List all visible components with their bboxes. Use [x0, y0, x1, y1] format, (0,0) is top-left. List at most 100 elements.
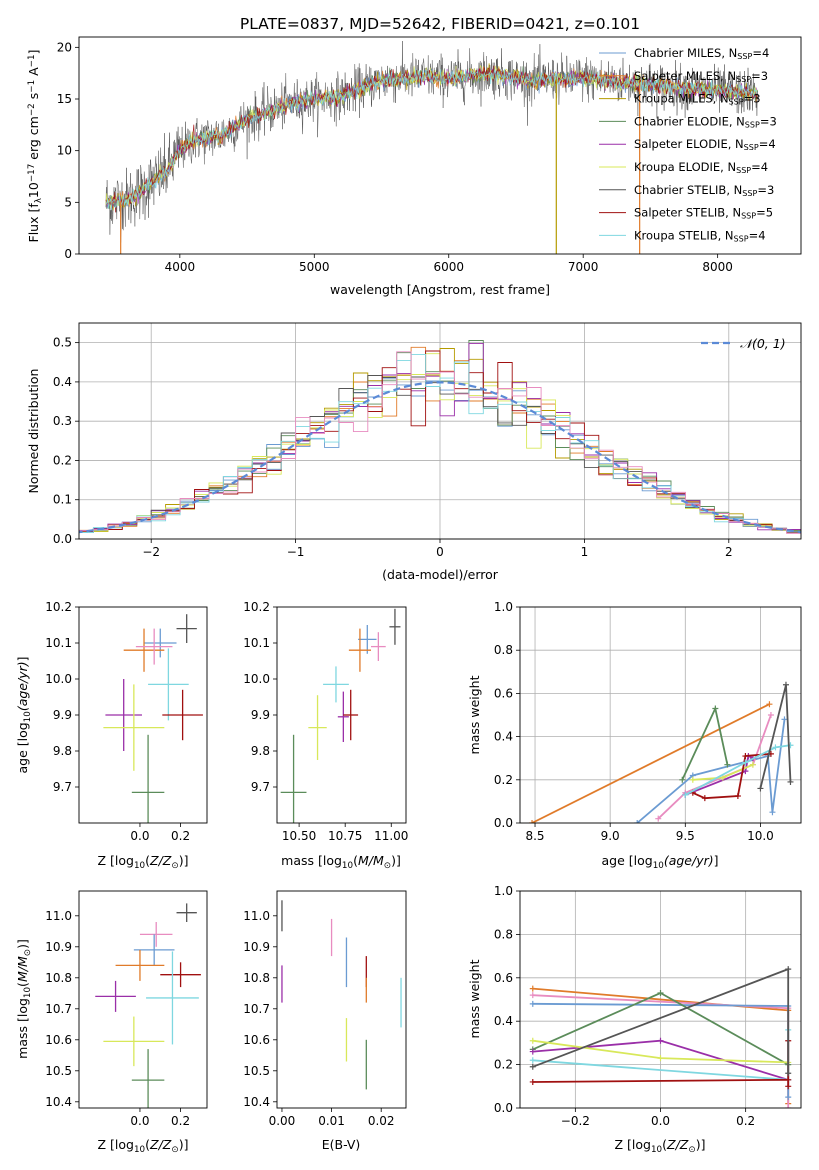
y-tick-label: 10.1: [45, 636, 72, 650]
x-tick-label: 10.75: [328, 829, 362, 843]
y-tick-label: 10.7: [243, 1002, 270, 1016]
x-tick-label: 8000: [702, 260, 733, 274]
weight_vs_Z-frame: [519, 890, 802, 1109]
age_vs_mass-axes: 10.50 10.75 11.00 9.7 9.8 9.9 10.0 10.1 10.2: [243, 600, 408, 843]
weight-series-2: [657, 714, 772, 820]
weight-marker: [782, 681, 789, 688]
weight-marker: [749, 761, 756, 768]
y-tick-label: 10.8: [45, 971, 72, 985]
y-axis-label: mass weight: [467, 959, 482, 1038]
error-point-1: [139, 922, 173, 947]
age_vs_Z-plot: [103, 614, 203, 823]
x-tick-label: 0.01: [318, 1114, 345, 1128]
y-tick-label: 0.3: [53, 414, 72, 428]
x-tick-label: 8.5: [525, 829, 544, 843]
y-tick-label: 0.1: [53, 493, 72, 507]
weight-marker: [529, 1000, 536, 1007]
x-tick-label: −2: [142, 545, 160, 559]
weight-marker: [529, 820, 536, 823]
error-point-8: [280, 734, 307, 823]
weight-series-4: [684, 754, 754, 796]
error-point-1: [123, 628, 165, 672]
x-tick-label: 5000: [299, 260, 330, 274]
x-tick-label: 7000: [568, 260, 599, 274]
y-tick-label: 0.0: [494, 816, 513, 830]
mass_vs_ebv-plot: [281, 900, 402, 1090]
age_vs_mass-frame: [276, 606, 407, 824]
error-point-2: [135, 628, 173, 665]
y-tick-label: 10.4: [45, 1095, 72, 1109]
y-tick-label: 10: [57, 144, 72, 158]
x-tick-label: 0.00: [269, 1114, 296, 1128]
weight-marker: [742, 759, 749, 766]
weight-marker: [682, 791, 689, 798]
error-point-4: [148, 648, 189, 721]
weight-marker: [634, 820, 641, 823]
weight-series-0: [531, 703, 770, 823]
age_vs_Z-axes: 0.0 0.2 9.7 9.8 9.9 10.0 10.1 10.2: [45, 600, 190, 843]
y-axis-label: mass [log10(M/M⊙)]: [15, 939, 33, 1059]
legend-entry: Chabrier MILES, NSSP=4: [634, 46, 769, 61]
weight-marker: [785, 1094, 792, 1101]
x-axis-label: E(B-V): [322, 1137, 361, 1152]
y-tick-label: 10.6: [243, 1033, 270, 1047]
error-point-6: [162, 689, 203, 741]
error-point-0: [144, 628, 177, 658]
weight-marker: [529, 985, 536, 992]
x-tick-label: 9.0: [601, 829, 620, 843]
legend-entry: Salpeter ELODIE, NSSP=4: [634, 137, 776, 152]
error-point-5: [95, 980, 136, 1012]
legend-entry: Kroupa STELIB, NSSP=4: [634, 228, 766, 243]
weight-marker: [701, 795, 708, 802]
weight-marker: [529, 1048, 536, 1055]
y-tick-label: 10.7: [45, 1002, 72, 1016]
y-tick-label: 9.8: [53, 744, 72, 758]
weight-marker: [785, 1076, 792, 1083]
weight-marker: [689, 776, 696, 783]
x-axis-label: Z [log10(Z/Z⊙)]: [98, 853, 189, 871]
error-point-6: [146, 951, 199, 1045]
mass_vs_ebv-frame: [276, 890, 407, 1109]
x-axis-label: age [log10(age/yr)]: [601, 853, 718, 871]
x-tick-label: 0.2: [736, 1114, 755, 1128]
weight_vs_age-frame: [519, 606, 802, 824]
legend-entry: Salpeter STELIB, NSSP=5: [634, 206, 773, 221]
series-data-spectrum: [105, 40, 758, 243]
legend-entry: Salpeter MILES, NSSP=3: [634, 69, 768, 84]
weight-marker: [657, 989, 664, 996]
weight_vs_Z-plot: [529, 966, 792, 1108]
y-tick-label: 10.0: [243, 672, 270, 686]
spectrum-frame: [78, 36, 802, 255]
x-tick-label: −0.2: [561, 1114, 590, 1128]
weight-marker: [529, 1057, 536, 1064]
x-tick-label: 0.0: [130, 1114, 149, 1128]
x-axis-label: Z [log10(Z/Z⊙)]: [98, 1137, 189, 1155]
weight-marker: [766, 701, 773, 708]
weight-marker: [712, 705, 719, 712]
weight-marker: [767, 712, 774, 718]
normal-curve: [79, 381, 801, 534]
error-point-0: [176, 903, 197, 922]
weight-marker: [529, 1037, 536, 1044]
y-tick-label: 9.7: [251, 780, 270, 794]
error-point-3: [115, 949, 165, 981]
error-point-7: [103, 1016, 165, 1067]
y-axis-label: Flux [fλ10−17 erg cm−2 s−1 A−1]: [26, 50, 44, 243]
series-model-4: [105, 66, 759, 208]
x-tick-label: 0.2: [171, 829, 190, 843]
weight-marker: [529, 1078, 536, 1085]
y-tick-label: 10.2: [45, 600, 72, 614]
y-tick-label: 9.9: [53, 708, 72, 722]
weight-marker: [787, 778, 794, 785]
weight-marker: [529, 1063, 536, 1070]
x-axis-label: wavelength [Angstrom, rest frame]: [330, 282, 550, 297]
y-tick-label: 0.2: [494, 773, 513, 787]
error-point-3: [176, 614, 197, 643]
x-tick-label: 0: [436, 545, 444, 559]
y-tick-label: 0.8: [494, 927, 513, 941]
y-tick-label: 9.7: [53, 780, 72, 794]
y-tick-label: 0.6: [494, 971, 513, 985]
weight_vs_age-axes: 8.5 9.0 9.5 10.0 0.0 0.2 0.4 0.6 0.8 1.0: [494, 600, 801, 843]
spectrum-plot: [105, 40, 759, 254]
